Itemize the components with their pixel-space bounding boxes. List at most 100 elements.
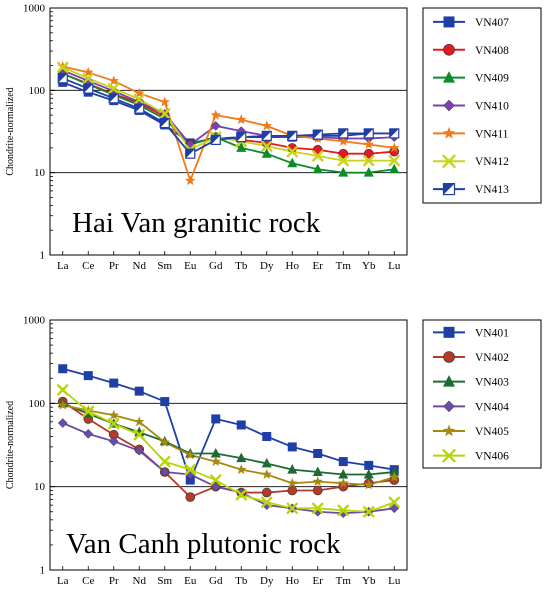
data-point [210, 121, 221, 131]
data-point-stroke-b [388, 154, 400, 167]
legend-item: VN401 [433, 326, 509, 339]
data-point [108, 436, 119, 447]
x-tick-label: Yb [362, 575, 376, 587]
data-point-fill [160, 118, 170, 128]
x-tick-label: Tm [336, 260, 352, 272]
data-point [159, 455, 171, 468]
data-point-stroke-b [312, 150, 324, 162]
data-point [338, 167, 349, 177]
data-point [159, 436, 170, 447]
legend-label: VN406 [475, 451, 509, 463]
data-point [287, 130, 298, 141]
data-point-fill [185, 149, 195, 159]
chart-title: Van Canh plutonic rock [66, 528, 341, 560]
x-tick-label: Ho [286, 575, 300, 587]
y-tick-label: 1 [40, 250, 46, 262]
data-point [261, 487, 272, 498]
y-tick-label: 10 [34, 481, 46, 493]
data-point [184, 463, 196, 476]
data-point [261, 468, 272, 479]
data-point-stroke-b [159, 108, 171, 120]
data-point [134, 87, 145, 98]
x-tick-label: Lu [388, 575, 401, 587]
legend-label: VN410 [475, 101, 509, 113]
data-point [83, 371, 93, 381]
x-tick-label: Er [313, 260, 324, 272]
legend-item: VN402 [433, 351, 509, 364]
x-tick-label: Ce [82, 260, 94, 272]
legend-item: VN412 [433, 154, 509, 168]
legend-box [422, 319, 542, 469]
chart-2: 1 10 100 1000 Chondrite-normalized La Ce Pr Nd Sm… [5, 315, 542, 587]
x-tick-label: Nd [133, 260, 147, 272]
data-point [337, 154, 349, 167]
data-point [287, 464, 298, 474]
legend-marker [442, 424, 456, 437]
legend-label: VN411 [475, 128, 509, 140]
data-point [210, 474, 222, 486]
data-point-stroke-b [57, 61, 69, 74]
data-point-fill [262, 131, 272, 141]
legend-label: VN403 [475, 377, 509, 389]
data-point-stroke-b [82, 72, 94, 85]
data-point [57, 73, 68, 84]
legend-label: VN401 [475, 327, 509, 339]
data-point [338, 148, 349, 159]
data-point [286, 502, 298, 515]
data-point [261, 148, 272, 158]
data-point [134, 386, 144, 396]
legend-marker [443, 400, 455, 413]
data-point [211, 414, 221, 424]
x-tick-label: Tb [235, 260, 248, 272]
data-point-stroke-b [337, 154, 349, 167]
data-point [159, 467, 170, 477]
data-point [312, 163, 323, 174]
legend-item: VN409 [433, 71, 509, 85]
data-point [210, 448, 221, 458]
data-point [134, 416, 145, 427]
chart-1: 1 10 100 1000 Chondrite-normalized La Ce Pr Nd Sm… [5, 3, 542, 272]
data-point [83, 66, 94, 77]
legend-marker [442, 182, 456, 196]
y-tick-label: 1 [40, 565, 46, 577]
y-tick-label: 100 [29, 85, 46, 97]
x-tick-label: Eu [184, 260, 197, 272]
data-point [389, 471, 400, 482]
data-point [134, 103, 145, 114]
legend-label: VN402 [475, 352, 509, 364]
legend-marker [443, 375, 455, 387]
data-point-stroke-b [184, 463, 196, 476]
x-tick-label: Dy [260, 575, 274, 587]
data-point-stroke-b [133, 429, 145, 441]
data-point [262, 431, 272, 441]
data-point-fill [389, 128, 399, 138]
plot-area [49, 319, 408, 571]
data-point [210, 109, 221, 120]
data-point [338, 128, 349, 139]
legend-marker [443, 43, 455, 56]
legend-marker [443, 351, 455, 363]
data-point [312, 502, 324, 515]
data-point [236, 420, 246, 430]
legend-item: VN404 [433, 400, 509, 413]
data-point-fill [287, 131, 297, 141]
data-point [108, 75, 119, 86]
markers-VN413 [57, 73, 400, 159]
data-point [82, 405, 94, 418]
data-point [286, 145, 298, 158]
data-point-stroke-b [363, 506, 375, 518]
x-tick-label: Gd [209, 260, 223, 272]
data-point-fill [83, 84, 93, 94]
data-point [185, 449, 196, 460]
x-tick-label: Sm [157, 260, 172, 272]
data-point [236, 142, 247, 152]
data-point-stroke-b [210, 474, 222, 486]
data-point-fill [109, 93, 119, 103]
x-tick-label: Er [313, 575, 324, 587]
legend-label: VN408 [475, 45, 509, 57]
data-point [363, 506, 375, 518]
data-point [57, 61, 69, 74]
data-point [133, 93, 145, 105]
data-point [312, 485, 323, 496]
data-point-stroke-b [312, 502, 324, 515]
